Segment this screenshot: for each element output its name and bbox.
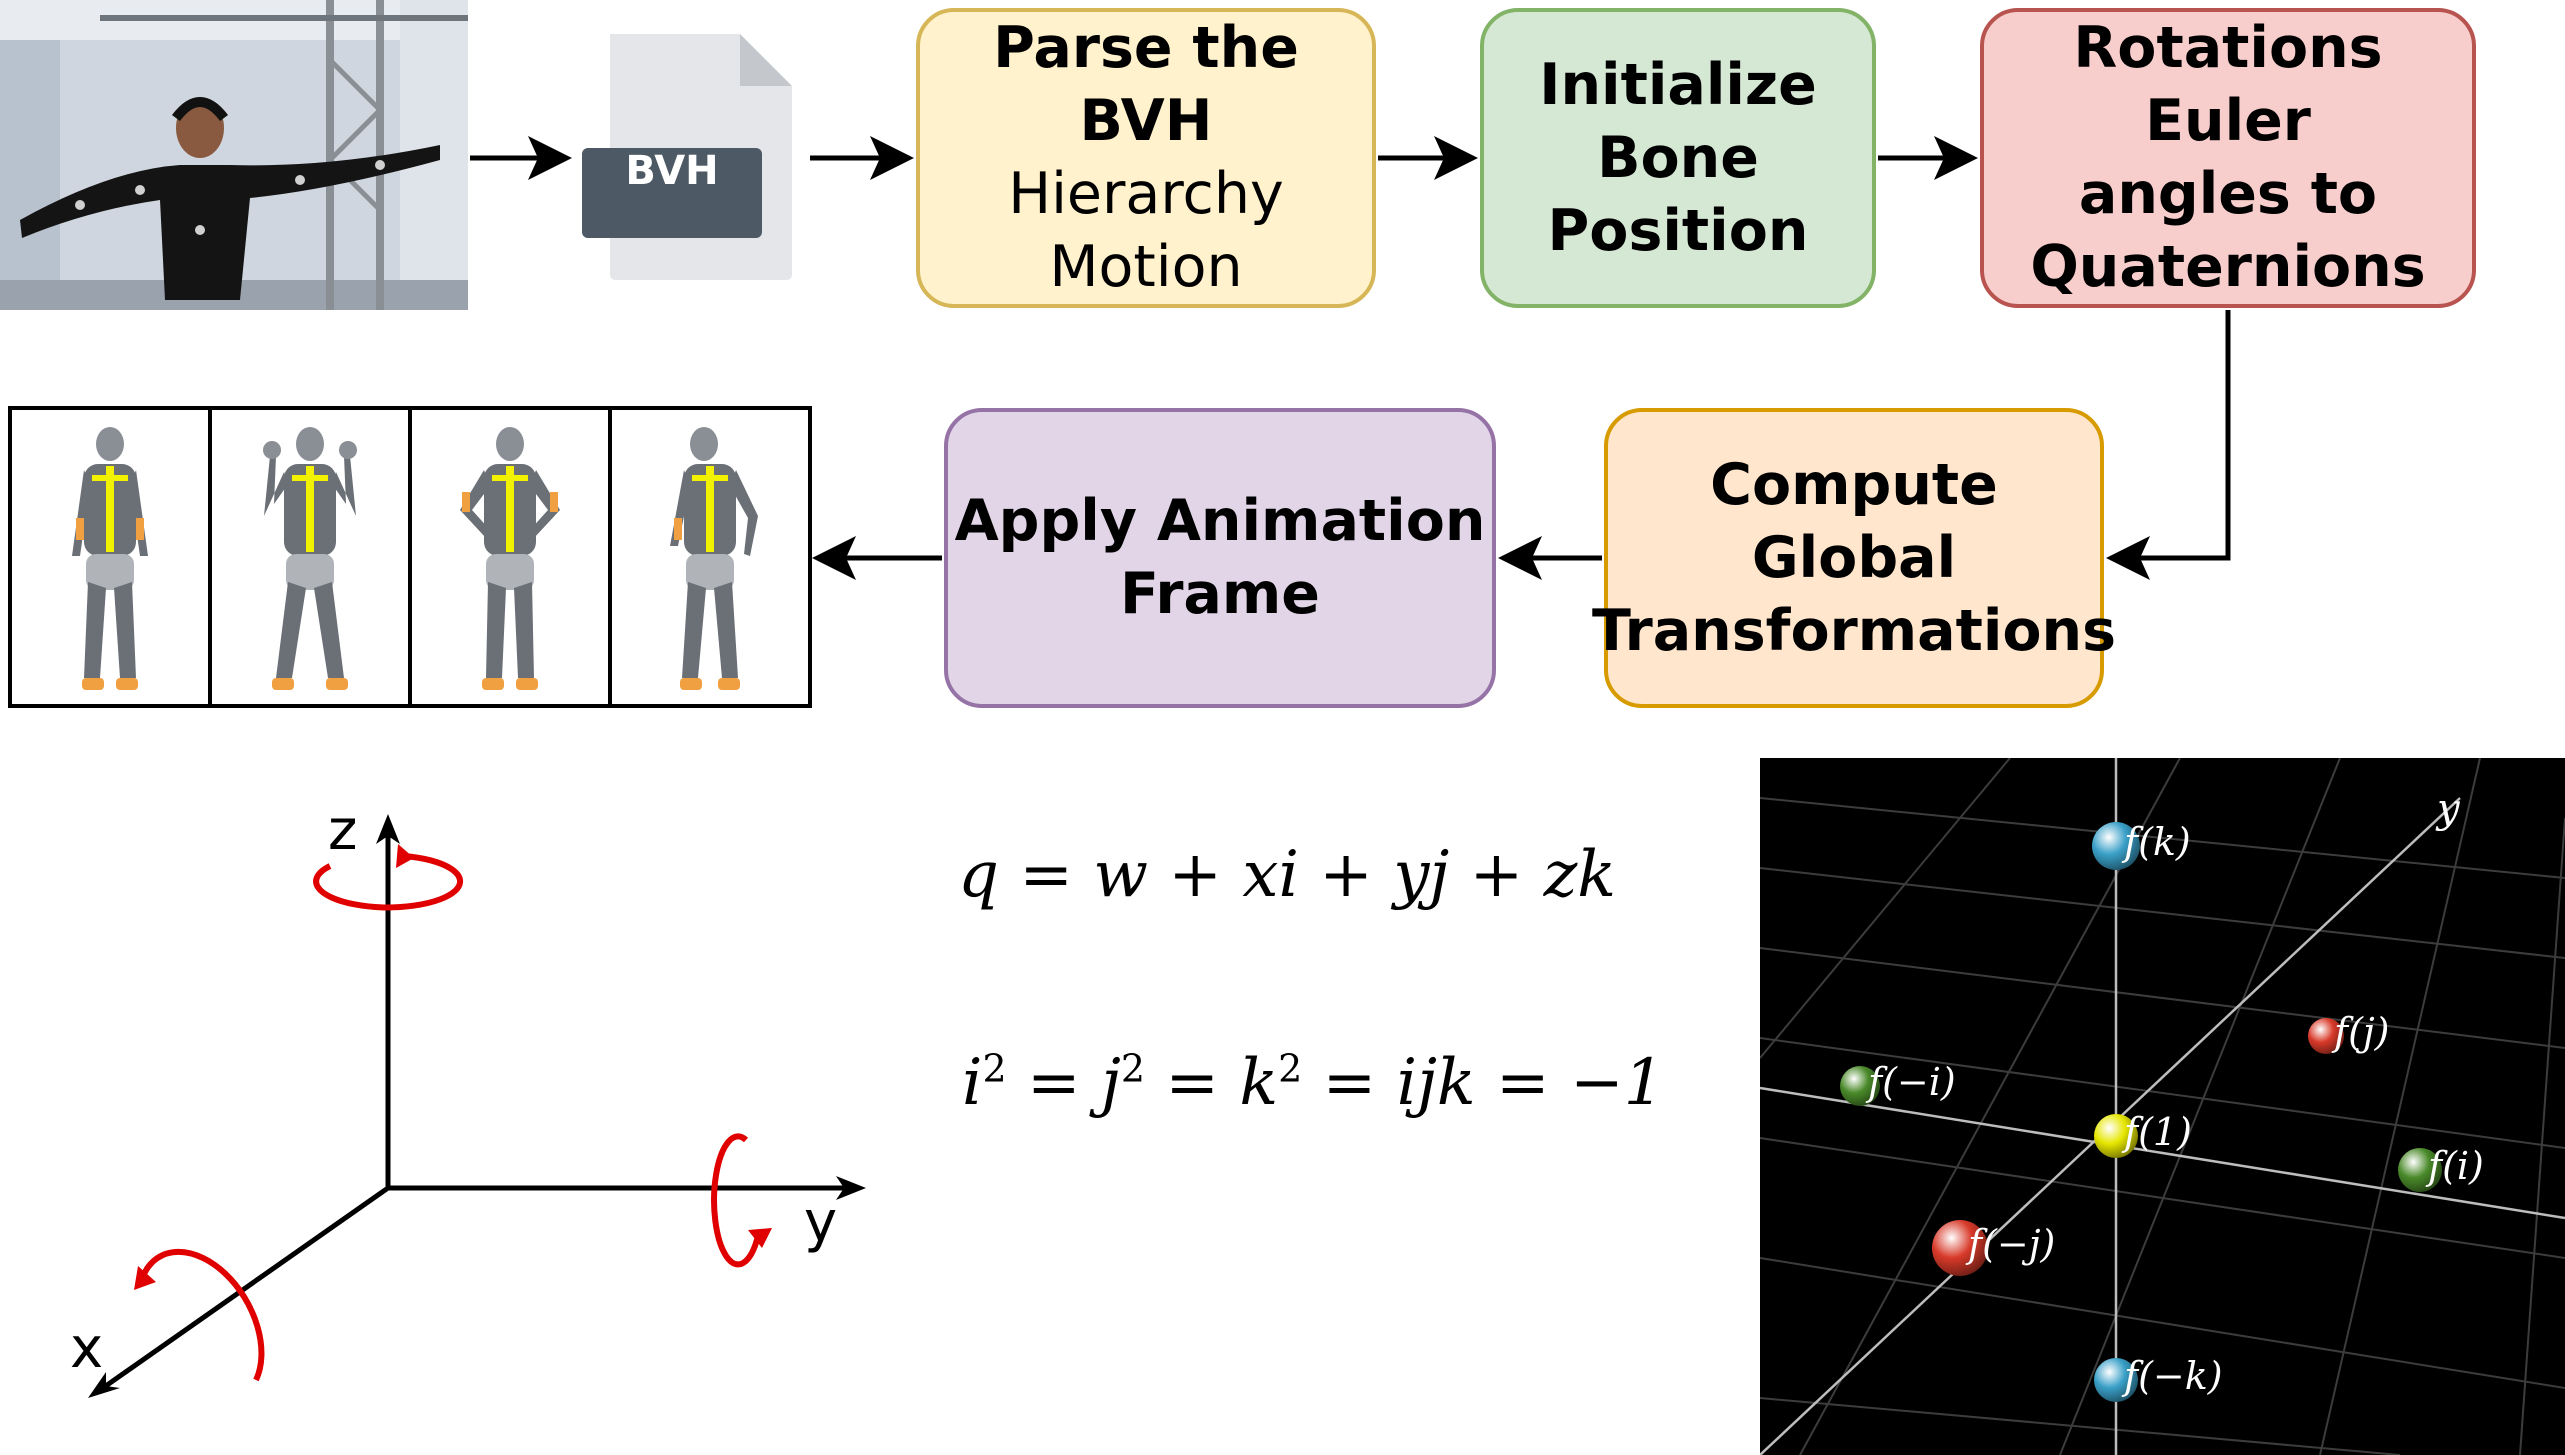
quaternion-point-sphere — [2308, 1018, 2344, 1054]
rot-line-3: Quaternions — [2030, 234, 2426, 300]
z-axis — [376, 814, 400, 1188]
arrow-init-to-rotations — [1878, 136, 1978, 180]
animation-frames-strip — [8, 406, 812, 708]
avatar-frame-4 — [670, 427, 758, 690]
quaternion-equation: q = w + xi + yj + zk — [958, 838, 1617, 912]
quaternion-point-label: f(−k) — [2124, 1354, 2223, 1398]
arrow-global-to-apply — [1498, 536, 1602, 580]
avatar-frame-2 — [263, 427, 357, 690]
avatar-frame-1 — [72, 427, 148, 690]
init-line-1: Initialize — [1539, 51, 1817, 118]
identity-eq-1: = — [1006, 1046, 1101, 1120]
quaternion-visualization: y f(k) f(j) f(−i) f(1) f(i) f(−j) f(−k) — [1760, 758, 2565, 1455]
global-line-1: Compute Global — [1710, 451, 1998, 591]
bvh-file-label: BVH — [625, 148, 719, 194]
identity-rest: = ijk = −1 — [1302, 1046, 1665, 1120]
rot-line-1: Rotations Euler — [2073, 15, 2383, 154]
initialize-bone-step: Initialize Bone Position — [1480, 8, 1876, 308]
identity-k-exp: 2 — [1278, 1046, 1303, 1091]
quaternion-point-label: f(−i) — [1868, 1060, 1956, 1104]
quaternion-point-sphere — [2094, 1358, 2138, 1402]
apply-line-1: Apply Animation — [954, 488, 1486, 554]
apply-animation-step: Apply Animation Frame — [944, 408, 1496, 708]
arrow-apply-to-frames — [812, 536, 942, 580]
rot-line-2: angles to — [2078, 161, 2378, 227]
quaternion-point-label: f(1) — [2124, 1110, 2192, 1154]
init-line-3: Position — [1547, 197, 1809, 264]
y-rotation-arrow — [711, 1133, 772, 1268]
quaternion-point-label: f(j) — [2334, 1010, 2390, 1054]
x-axis — [88, 1185, 390, 1398]
x-rotation-arrow — [134, 1248, 265, 1382]
identity-j-exp: 2 — [1120, 1046, 1145, 1091]
avatar-frame-3 — [460, 427, 560, 690]
z-rotation-arrow — [313, 844, 464, 911]
rotation-axes-diagram — [88, 814, 866, 1398]
arrow-rotations-to-global — [2106, 310, 2231, 580]
quaternion-point-sphere — [2092, 822, 2140, 870]
apply-line-2: Frame — [1120, 561, 1320, 627]
global-line-2: Transformations — [1591, 597, 2117, 664]
identity-eq-2: = — [1145, 1046, 1240, 1120]
quaternion-point-sphere — [2398, 1148, 2442, 1192]
x-axis-label: x — [70, 1316, 104, 1381]
identity-j: j — [1100, 1046, 1121, 1120]
arrow-parse-to-init — [1378, 136, 1478, 180]
quaternion-point-sphere — [1932, 1220, 1988, 1276]
quaternion-identity-equation: i2 = j2 = k2 = ijk = −1 — [962, 1046, 1664, 1120]
identity-k: k — [1239, 1046, 1279, 1120]
rotations-to-quaternions-step: Rotations Euler angles to Quaternions — [1980, 8, 2476, 308]
init-line-2: Bone — [1597, 124, 1759, 191]
arrow-file-to-parse — [810, 136, 914, 180]
identity-i-exp: 2 — [982, 1046, 1007, 1091]
identity-i: i — [962, 1046, 983, 1120]
quaternion-point-label: f(−j) — [1968, 1222, 2056, 1266]
parse-motion-text: Motion — [1049, 234, 1243, 300]
arrow-photo-to-file — [470, 136, 572, 180]
quaternion-point-sphere — [1840, 1066, 1880, 1106]
quaternion-grid — [1760, 758, 2565, 1455]
quaternion-point-sphere — [2094, 1114, 2138, 1158]
z-axis-label: z — [328, 798, 358, 863]
parse-bvh-step: Parse the BVH Hierarchy Motion — [916, 8, 1376, 308]
y-direction-label: y — [2437, 786, 2460, 832]
compute-global-step: Compute Global Transformations — [1592, 408, 2116, 708]
quaternion-point-label: f(i) — [2428, 1144, 2484, 1188]
y-axis — [388, 1176, 866, 1200]
parse-title: Parse the BVH — [993, 15, 1299, 154]
bvh-file-icon — [582, 34, 792, 280]
quaternion-point-label: f(k) — [2124, 820, 2191, 864]
motion-capture-photo — [0, 0, 468, 310]
y-axis-label: y — [804, 1190, 838, 1255]
parse-hierarchy-text: Hierarchy — [1008, 161, 1284, 227]
